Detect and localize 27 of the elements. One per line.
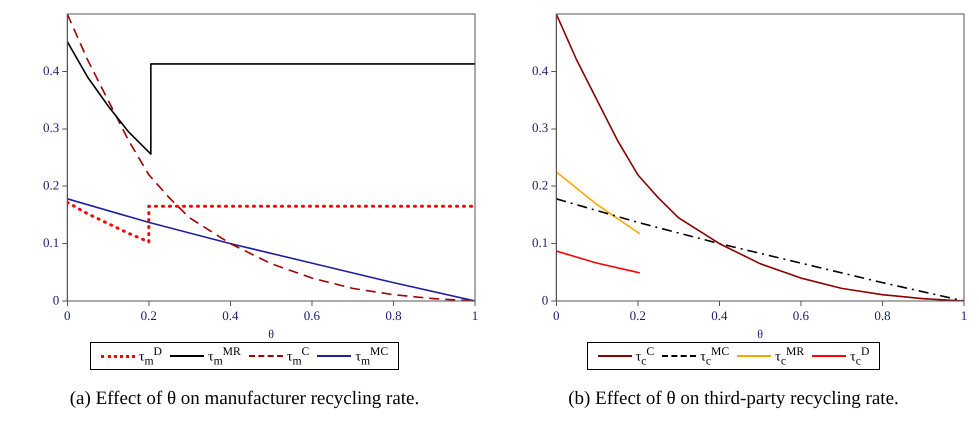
y-tick-label: 0.2 [532, 178, 548, 193]
y-tick-label: 0 [542, 292, 548, 308]
y-tick-label: 0.1 [532, 235, 548, 250]
y-tick-label: 0.1 [43, 235, 60, 250]
text: (b) Effect of θ on third-party recycling rate. [568, 388, 899, 410]
x-tick-label: 1 [472, 308, 478, 324]
x-tick-label: 0.6 [304, 308, 321, 324]
x-tick-label: 0 [64, 308, 70, 324]
x-tick-label: 0.4 [222, 308, 239, 324]
x-tick-label: 0.2 [140, 308, 157, 324]
x-tick-label: 0 [553, 308, 560, 324]
text: (a) Effect of θ on manufacturer recycling rate. [70, 388, 420, 410]
y-tick-label: 0.4 [532, 62, 549, 78]
x-tick-label: 0.2 [630, 308, 646, 324]
y-tick-label: 0.3 [532, 120, 548, 136]
x-tick-label: 0.6 [792, 308, 810, 324]
y-tick-label: 0.3 [43, 120, 60, 136]
y-tick-label: 0.4 [43, 62, 60, 78]
x-axis-title: θ [757, 326, 764, 341]
line-series [67, 200, 475, 244]
x-tick-label: 0.8 [385, 308, 402, 324]
x-tick-label: 0.4 [711, 308, 728, 324]
x-axis-title: θ [268, 326, 274, 341]
y-tick-label: 0.2 [43, 178, 60, 193]
x-tick-label: 1 [960, 308, 968, 324]
y-tick-label: 0 [52, 292, 60, 308]
x-tick-label: 0.8 [874, 308, 891, 324]
